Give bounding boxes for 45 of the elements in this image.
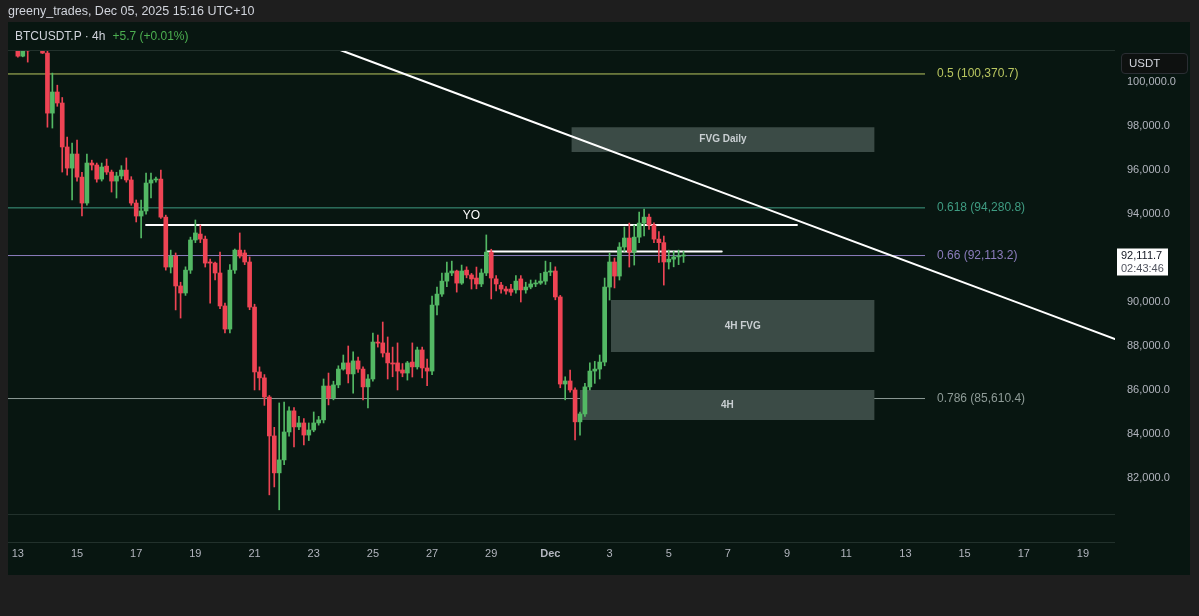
x-tick-label: 21 <box>248 546 261 559</box>
y-tick-label: 94,000.0 <box>1127 207 1170 220</box>
x-tick-label: 7 <box>724 546 731 559</box>
y-tick-label: 88,000.0 <box>1127 339 1170 352</box>
x-tick-label: 13 <box>899 546 912 559</box>
candlestick <box>523 281 529 294</box>
y-tick-label: 90,000.0 <box>1127 295 1170 308</box>
y-tick-label: 96,000.0 <box>1127 163 1170 176</box>
x-tick-label: Dec <box>540 546 561 559</box>
candlestick <box>666 249 672 270</box>
text: 02:43:46 <box>1121 261 1164 274</box>
x-tick-label: 17 <box>130 546 143 559</box>
x-tick-label: 29 <box>485 546 498 559</box>
y-tick-label: 98,000.0 <box>1127 119 1170 132</box>
candlestick <box>276 402 282 511</box>
y-axis-title: USDT <box>1121 53 1188 74</box>
x-tick-label: 15 <box>70 546 84 559</box>
x-tick-label: 19 <box>189 546 202 559</box>
x-tick-label: 9 <box>784 546 791 559</box>
ref-line-label: 0.618 (94,280.8) <box>937 200 1026 215</box>
x-tick-label: 15 <box>958 546 971 559</box>
text: greeny_trades, Dec 05, 2025 15:16 UTC+10 <box>8 4 255 19</box>
ref-line-label: 0.66 (92,113.2) <box>937 247 1018 262</box>
y-tick-label: 84,000.0 <box>1127 426 1170 439</box>
x-tick-label: 25 <box>366 546 380 559</box>
x-tick-label: 27 <box>425 546 439 559</box>
x-tick-label: 5 <box>665 546 672 559</box>
x-tick-label: 19 <box>1076 546 1090 559</box>
x-tick-label: 23 <box>307 546 320 559</box>
x-tick-label: 3 <box>606 546 613 559</box>
y-tick-label: 86,000.0 <box>1127 383 1170 395</box>
text: 92,111.7 <box>1121 248 1163 261</box>
x-tick-label: 11 <box>840 546 852 559</box>
ref-line-label: 0.786 (85,610.4) <box>937 390 1026 405</box>
chart-subtitle: +5.7 (+0.01%) <box>112 29 189 43</box>
y-tick-label: 82,000.0 <box>1127 470 1170 483</box>
text: 4H FVG <box>724 319 761 331</box>
ref-line-label: 0.5 (100,370.7) <box>937 66 1019 81</box>
series-label: YO <box>462 208 481 223</box>
chart-title: BTCUSDT.P · 4h <box>15 29 106 43</box>
y-tick-label: 100,000.0 <box>1127 75 1176 88</box>
x-tick-label: 13 <box>11 546 24 559</box>
text: FVG Daily <box>699 133 748 145</box>
text: 4H <box>720 398 734 410</box>
x-tick-label: 17 <box>1017 546 1030 559</box>
